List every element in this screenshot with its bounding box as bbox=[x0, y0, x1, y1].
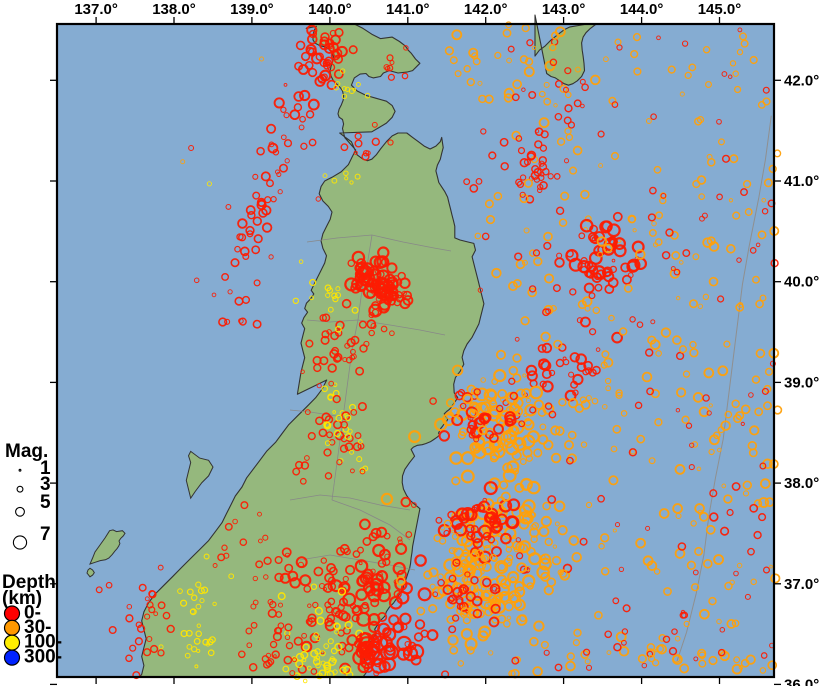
svg-text:39.0°: 39.0° bbox=[784, 374, 819, 391]
svg-text:37.0°: 37.0° bbox=[784, 576, 819, 593]
svg-text:143.0°: 143.0° bbox=[542, 1, 586, 18]
svg-text:300-: 300- bbox=[24, 647, 62, 668]
svg-text:7: 7 bbox=[40, 524, 51, 545]
svg-text:140.0°: 140.0° bbox=[308, 1, 352, 18]
svg-text:145.0°: 145.0° bbox=[698, 1, 742, 18]
svg-text:144.0°: 144.0° bbox=[620, 1, 664, 18]
svg-text:40.0°: 40.0° bbox=[784, 274, 819, 291]
svg-text:137.0°: 137.0° bbox=[74, 1, 118, 18]
svg-text:142.0°: 142.0° bbox=[464, 1, 508, 18]
svg-text:141.0°: 141.0° bbox=[386, 1, 430, 18]
svg-text:41.0°: 41.0° bbox=[784, 173, 819, 190]
svg-text:42.0°: 42.0° bbox=[784, 72, 819, 89]
svg-text:139.0°: 139.0° bbox=[230, 1, 274, 18]
svg-text:138.0°: 138.0° bbox=[152, 1, 196, 18]
svg-text:36.0°: 36.0° bbox=[784, 676, 819, 686]
svg-text:5: 5 bbox=[40, 492, 51, 513]
svg-text:38.0°: 38.0° bbox=[784, 475, 819, 492]
